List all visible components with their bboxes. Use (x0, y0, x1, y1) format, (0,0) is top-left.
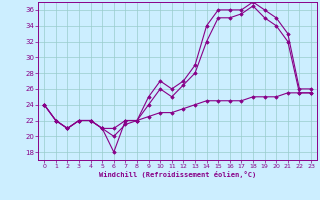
X-axis label: Windchill (Refroidissement éolien,°C): Windchill (Refroidissement éolien,°C) (99, 171, 256, 178)
